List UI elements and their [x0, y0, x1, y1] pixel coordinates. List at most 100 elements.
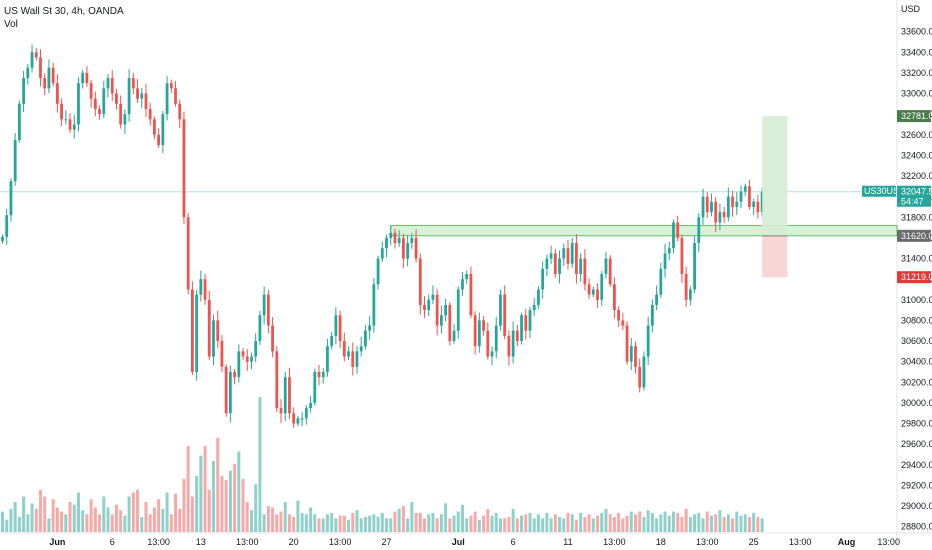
candle-body	[625, 325, 629, 362]
time-tick-label: Aug	[838, 537, 856, 547]
candle-body	[288, 377, 291, 414]
volume-bar	[380, 512, 384, 532]
volume-bar	[532, 518, 536, 532]
time-axis[interactable]: Jun 6 13:00 13 13:00 20 13:00 27 Jul 6 11 13:00 18 13…	[49, 537, 900, 547]
loss-zone[interactable]	[762, 235, 788, 278]
currency-label[interactable]: USD	[901, 4, 921, 14]
price-tick-label: 31400.0	[901, 254, 932, 264]
volume-bar	[47, 518, 51, 532]
volume-bar	[591, 518, 595, 532]
candle-body	[224, 366, 228, 414]
volume-bar	[321, 518, 325, 532]
price-tick-label: 33200.0	[901, 68, 932, 78]
candle-body	[511, 330, 515, 357]
price-tick-label: 33400.0	[901, 47, 932, 57]
volume-bar	[207, 489, 211, 532]
candle-body	[414, 237, 418, 259]
volume-bar	[190, 496, 194, 532]
volume-bar	[735, 511, 739, 532]
volume-bar	[688, 517, 692, 532]
symbol-tag[interactable]: US30USD	[864, 186, 906, 196]
candle-body	[144, 93, 148, 109]
stop-loss-tag-bg	[897, 271, 931, 284]
price-tick-label: 33600.0	[901, 27, 932, 37]
candle-body	[528, 310, 532, 331]
volume-bar	[401, 506, 405, 532]
candle-body	[72, 124, 76, 130]
volume-bar	[718, 510, 722, 532]
candle-body	[439, 315, 443, 326]
volume-bar	[511, 508, 515, 532]
volume-bar	[541, 518, 545, 532]
symbol-title[interactable]: US Wall St 30, 4h, OANDA	[4, 6, 124, 17]
price-tick-label: 30400.0	[901, 357, 932, 367]
volume-bar	[249, 510, 253, 532]
candle-body	[347, 351, 350, 357]
candle-body	[9, 181, 13, 216]
volume-bar	[355, 510, 359, 532]
candle-body	[680, 237, 684, 274]
candles	[1, 44, 764, 428]
candle-body	[638, 366, 642, 388]
volume-bar	[182, 478, 186, 532]
candle-body	[364, 330, 367, 347]
candle-body	[646, 325, 650, 357]
candle-body	[537, 289, 540, 305]
volume-bar	[612, 517, 616, 532]
volume-bar	[114, 504, 118, 532]
volume-bar	[279, 511, 283, 532]
candle-body	[216, 320, 220, 342]
volume-bar	[520, 515, 524, 532]
volume-bar	[359, 518, 363, 532]
volume-bar	[486, 508, 490, 532]
volume-bar	[148, 514, 152, 532]
candle-body	[617, 310, 621, 321]
profit-zone[interactable]	[762, 116, 788, 236]
candle-body	[575, 243, 578, 274]
candle-body	[566, 248, 570, 264]
candle-body	[89, 83, 93, 99]
zone-rectangle[interactable]	[390, 225, 898, 237]
candle-body	[51, 67, 55, 84]
candle-body	[397, 237, 401, 244]
candle-body	[119, 103, 123, 125]
candle-body	[676, 222, 680, 238]
candle-body	[456, 289, 460, 331]
volume-bar	[676, 512, 680, 532]
candle-body	[148, 108, 152, 120]
candle-body	[499, 294, 502, 326]
resistance-zone[interactable]	[390, 225, 898, 237]
volume-bar	[245, 502, 249, 532]
candle-body	[26, 67, 30, 79]
time-tick-label: 11	[563, 537, 572, 547]
volume-bar	[38, 489, 42, 532]
candle-body	[292, 413, 296, 424]
volume-indicator-label[interactable]: Vol	[4, 19, 18, 30]
volume-bar	[266, 506, 270, 532]
price-axis[interactable]: 28800.0 29000.0 29200.0 29400.0 29600.0 29800…	[862, 4, 932, 532]
volume-bar	[731, 518, 735, 532]
candle-body	[178, 103, 182, 120]
candle-body	[169, 83, 173, 89]
volume-bar	[667, 515, 671, 532]
candle-body	[579, 258, 583, 274]
time-tick-label: 20	[289, 537, 299, 547]
candle-body	[410, 237, 414, 244]
candle-body	[634, 346, 637, 367]
volume-bar	[722, 517, 726, 532]
volume-bar	[701, 518, 705, 532]
candle-body	[13, 139, 17, 182]
candle-body	[659, 268, 663, 295]
time-tick-label: 13:00	[789, 537, 812, 547]
volume-bar	[17, 517, 21, 532]
time-tick-label: 13:00	[877, 537, 900, 547]
volume-bar	[659, 514, 663, 532]
candle-body	[494, 325, 498, 352]
candle-body	[304, 408, 308, 419]
volume-bar	[72, 504, 76, 532]
candle-body	[241, 351, 245, 357]
candle-body	[477, 320, 481, 347]
long-position-tool[interactable]	[762, 116, 788, 278]
volume-bar	[524, 514, 528, 532]
